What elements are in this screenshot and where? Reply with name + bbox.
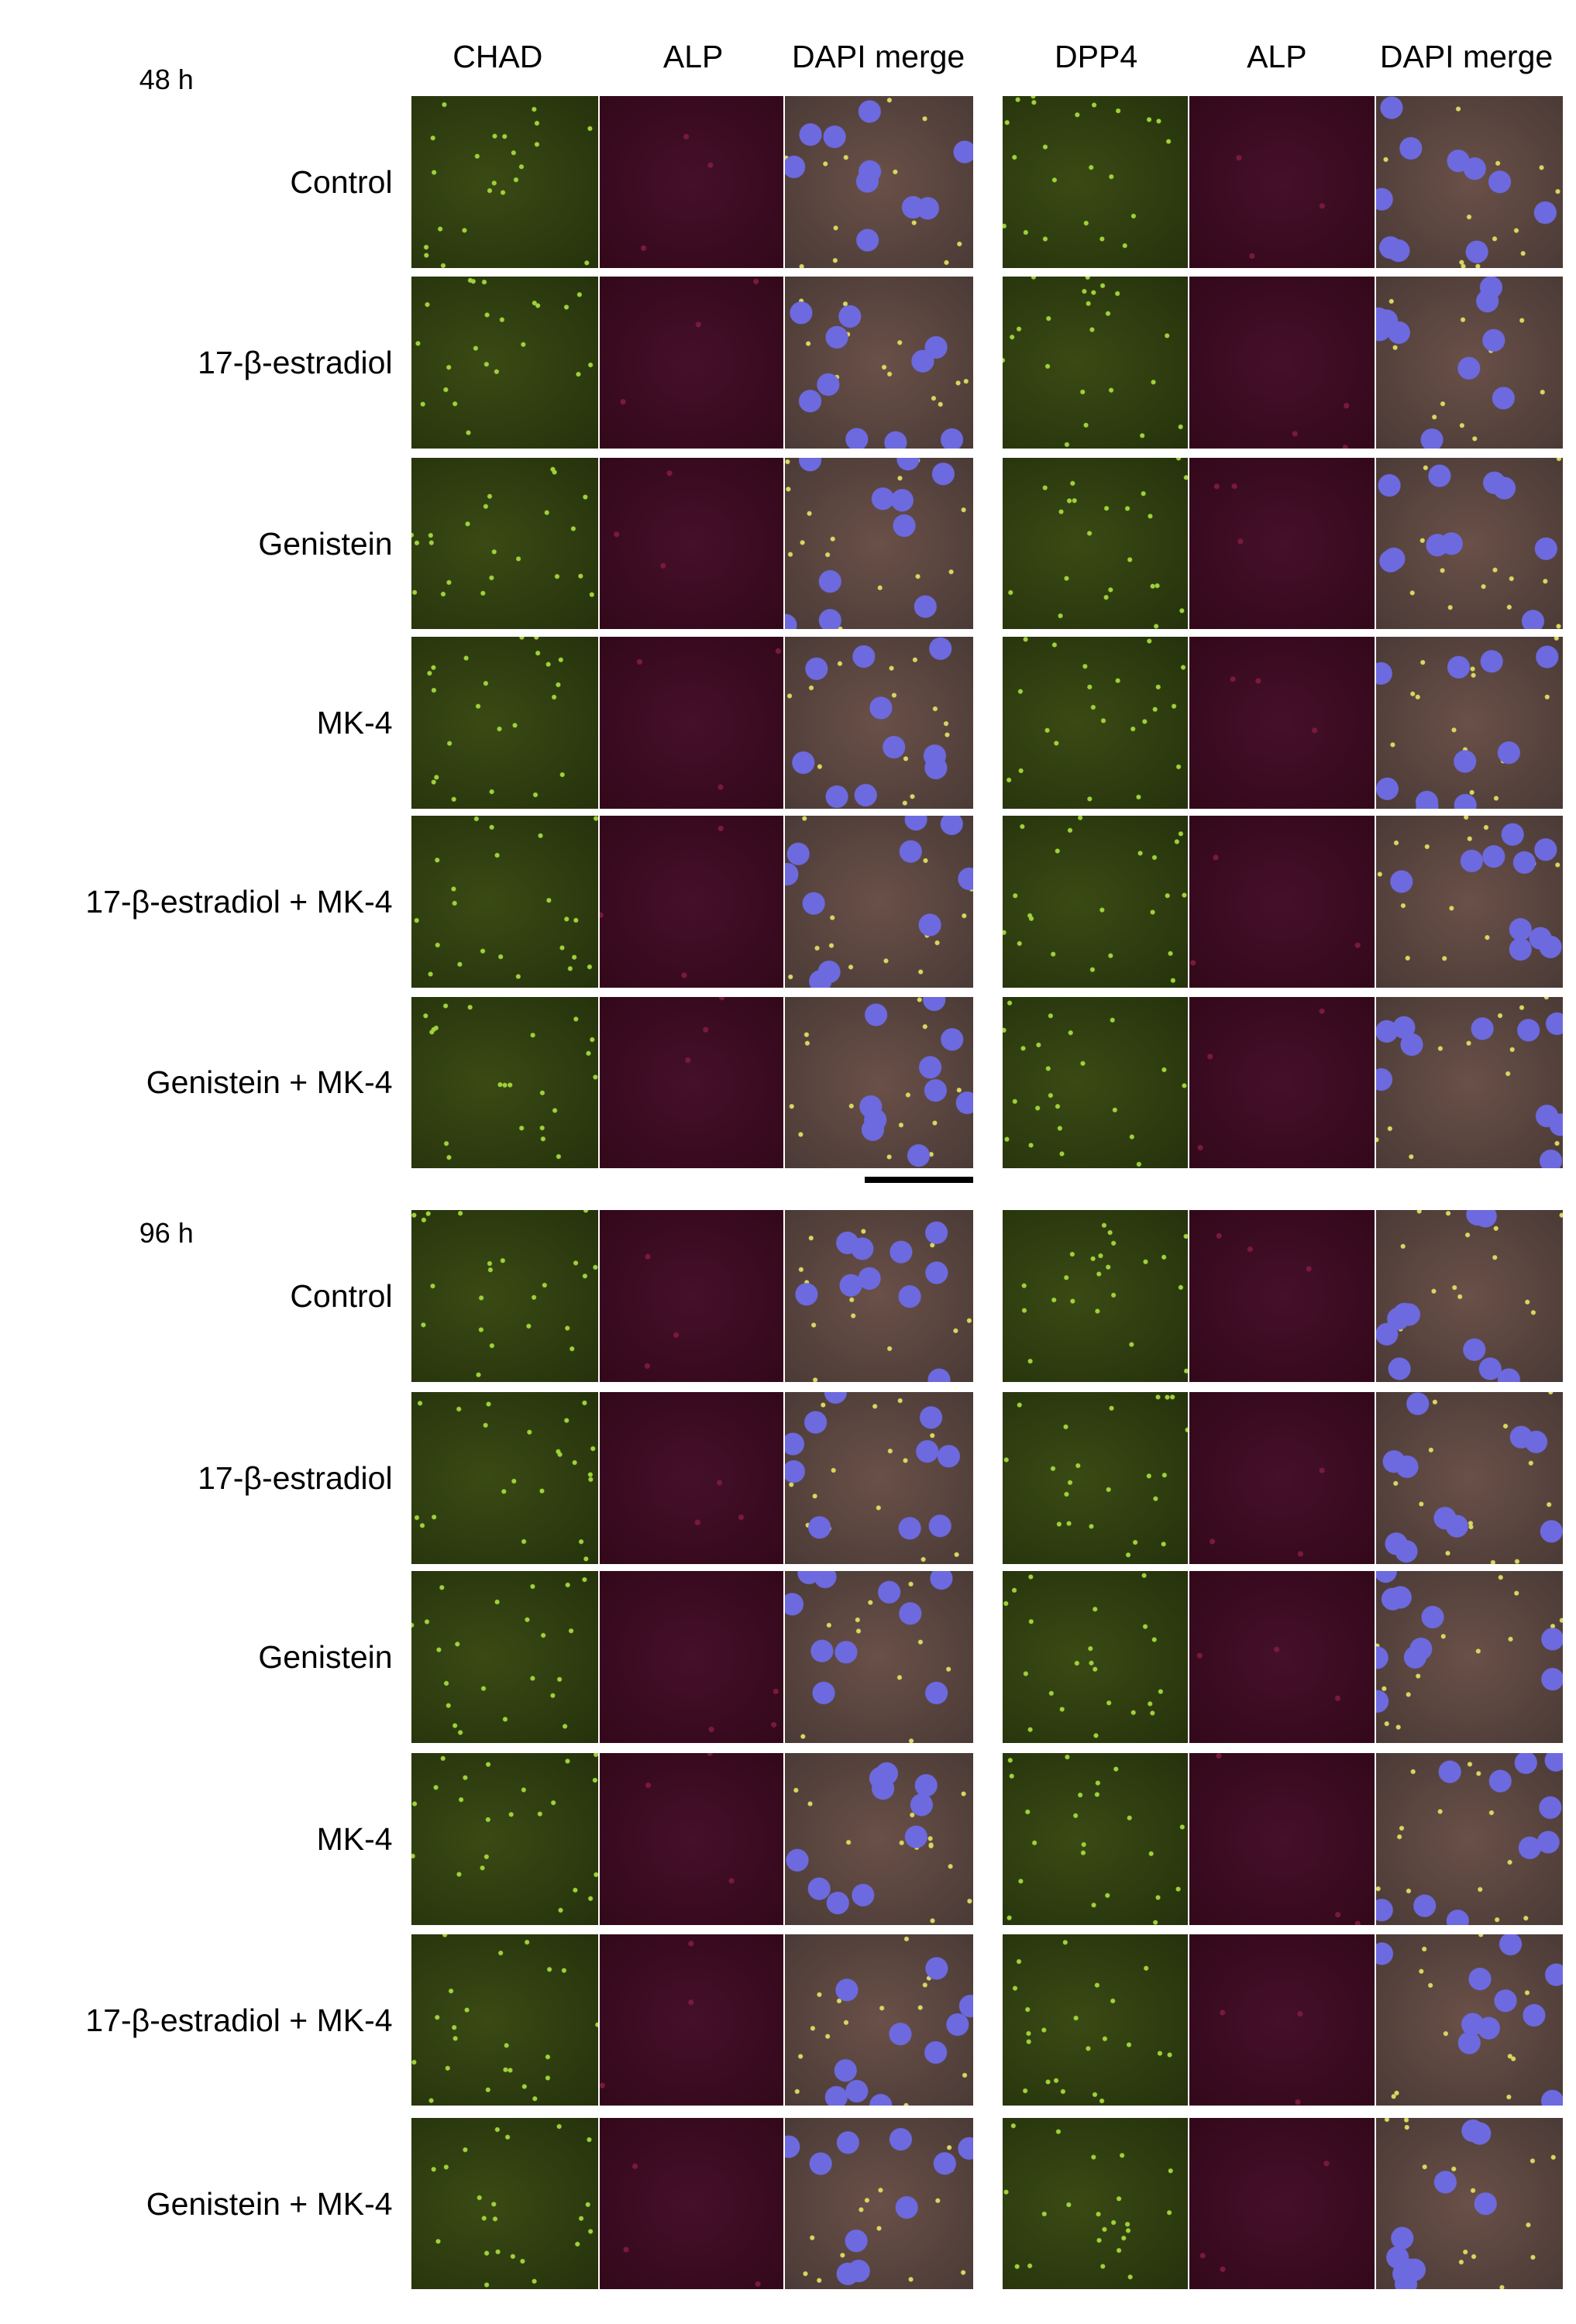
row-label: Genistein [258, 525, 393, 562]
micrograph [600, 1753, 784, 1926]
row-label: 17-β-estradiol + MK-4 [85, 884, 393, 920]
micrograph [600, 1934, 784, 2106]
column-header: ALP [1247, 38, 1307, 74]
micrograph [1375, 2117, 1563, 2290]
row-label: Genistein [258, 1639, 393, 1676]
micrograph [785, 2117, 973, 2290]
time-label: 48 h [139, 64, 194, 96]
micrograph [785, 96, 973, 268]
micrograph [600, 996, 784, 1169]
micrograph [1003, 277, 1189, 449]
micrograph [411, 996, 599, 1169]
micrograph [600, 277, 784, 449]
row-label: 17-β-estradiol + MK-4 [85, 2002, 393, 2038]
micrograph [600, 1571, 784, 1743]
row-label: MK-4 [316, 704, 393, 741]
micrograph [1189, 1571, 1375, 1743]
micrograph [600, 637, 784, 809]
row-label: Control [290, 1277, 393, 1314]
micrograph [411, 1571, 599, 1743]
micrograph [1003, 1391, 1189, 1564]
micrograph [1003, 96, 1189, 268]
micrograph [411, 1753, 599, 1926]
micrograph [1375, 816, 1563, 988]
micrograph [411, 96, 599, 268]
micrograph [600, 1209, 784, 1382]
micrograph [600, 457, 784, 630]
micrograph [600, 816, 784, 988]
time-label: 96 h [139, 1217, 194, 1250]
micrograph [1375, 1209, 1563, 1382]
micrograph [1189, 996, 1375, 1169]
micrograph [1003, 1753, 1189, 1926]
micrograph [1375, 96, 1563, 268]
micrograph [785, 457, 973, 630]
micrograph [1003, 637, 1189, 809]
micrograph [785, 1209, 973, 1382]
row-label: 17-β-estradiol [198, 345, 393, 381]
micrograph [1375, 277, 1563, 449]
micrograph [411, 816, 599, 988]
micrograph [1375, 457, 1563, 630]
column-header: CHAD [452, 38, 543, 74]
row-label: 17-β-estradiol [198, 1459, 393, 1496]
micrograph [1003, 816, 1189, 988]
micrograph [1189, 1934, 1375, 2106]
micrograph [411, 277, 599, 449]
micrograph [785, 816, 973, 988]
micrograph [785, 1753, 973, 1926]
column-header: DPP4 [1055, 38, 1138, 74]
micrograph [600, 96, 784, 268]
micrograph [1189, 816, 1375, 988]
micrograph [1375, 996, 1563, 1169]
micrograph [1375, 637, 1563, 809]
micrograph [1189, 1753, 1375, 1926]
row-label: Genistein + MK-4 [146, 2185, 393, 2222]
column-header: DAPI merge [791, 38, 965, 74]
micrograph [1189, 637, 1375, 809]
micrograph [785, 1391, 973, 1564]
micrograph [785, 1571, 973, 1743]
micrograph [1375, 1391, 1563, 1564]
micrograph [1003, 1571, 1189, 1743]
micrograph [785, 277, 973, 449]
micrograph [1189, 457, 1375, 630]
row-label: Genistein + MK-4 [146, 1064, 393, 1101]
micrograph [411, 1391, 599, 1564]
micrograph [1189, 1209, 1375, 1382]
micrograph [785, 1934, 973, 2106]
column-header: ALP [662, 38, 724, 74]
micrograph [1189, 1391, 1375, 1564]
row-label: Control [290, 164, 393, 201]
micrograph [411, 2117, 599, 2290]
micrograph [1189, 277, 1375, 449]
micrograph [1003, 457, 1189, 630]
row-label: MK-4 [316, 1821, 393, 1858]
micrograph [785, 637, 973, 809]
column-header: DAPI merge [1379, 38, 1554, 74]
micrograph [1003, 1209, 1189, 1382]
micrograph [1003, 1934, 1189, 2106]
micrograph [411, 1209, 599, 1382]
micrograph [411, 457, 599, 630]
micrograph [1003, 2117, 1189, 2290]
micrograph [1375, 1934, 1563, 2106]
scale-bar [865, 1177, 973, 1183]
micrograph [600, 1391, 784, 1564]
micrograph [1189, 96, 1375, 268]
micrograph [785, 996, 973, 1169]
micrograph [1375, 1571, 1563, 1743]
micrograph [1003, 996, 1189, 1169]
micrograph [1375, 1753, 1563, 1926]
micrograph [1189, 2117, 1375, 2290]
micrograph [600, 2117, 784, 2290]
micrograph [411, 1934, 599, 2106]
micrograph [411, 637, 599, 809]
